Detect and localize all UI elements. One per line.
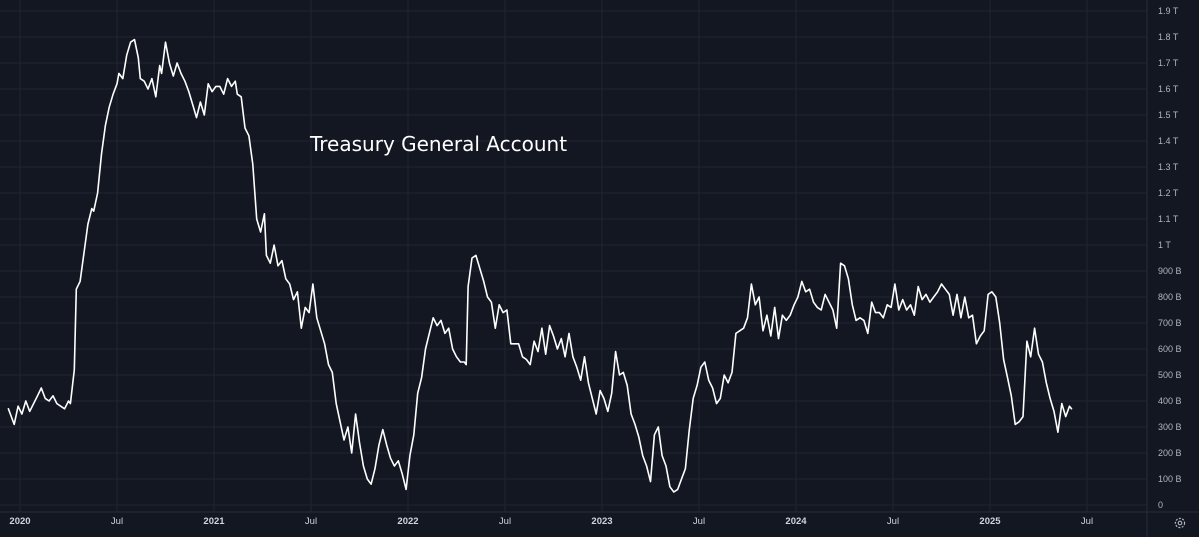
y-tick-label: 900 B bbox=[1158, 266, 1182, 276]
y-tick-label: 1.2 T bbox=[1158, 188, 1179, 198]
y-tick-label: 700 B bbox=[1158, 318, 1182, 328]
x-tick-label: 2020 bbox=[9, 516, 30, 527]
y-axis[interactable]: 0 100 B 200 B 300 B 400 B 500 B 600 B 700 B 800 … bbox=[1158, 6, 1182, 510]
y-tick-label: 1.7 T bbox=[1158, 58, 1179, 68]
x-tick-label: 2025 bbox=[979, 516, 1001, 527]
gear-icon[interactable] bbox=[1173, 516, 1187, 530]
x-tick-label: Jul bbox=[887, 516, 899, 527]
x-tick-label: 2022 bbox=[397, 516, 418, 527]
series-line bbox=[7, 38, 1073, 493]
x-axis[interactable]: 2020 Jul 2021 Jul 2022 Jul 2023 Jul 2024 Jul 2025 J… bbox=[9, 516, 1093, 527]
y-tick-label: 300 B bbox=[1158, 422, 1182, 432]
y-tick-label: 100 B bbox=[1158, 474, 1182, 484]
y-tick-label: 1.4 T bbox=[1158, 136, 1179, 146]
y-tick-label: 200 B bbox=[1158, 448, 1182, 458]
x-tick-label: Jul bbox=[111, 516, 123, 527]
y-tick-label: 800 B bbox=[1158, 292, 1182, 302]
x-tick-label: Jul bbox=[499, 516, 511, 527]
y-tick-label: 600 B bbox=[1158, 344, 1182, 354]
y-tick-label: 500 B bbox=[1158, 370, 1182, 380]
y-tick-label: 1 T bbox=[1158, 240, 1171, 250]
y-tick-label: 1.5 T bbox=[1158, 110, 1179, 120]
x-tick-label: 2021 bbox=[203, 516, 225, 527]
chart-title: Treasury General Account bbox=[309, 132, 567, 156]
y-tick-label: 1.8 T bbox=[1158, 32, 1179, 42]
x-tick-label: 2024 bbox=[785, 516, 807, 527]
series-layer bbox=[7, 38, 1073, 493]
y-tick-label: 1.9 T bbox=[1158, 6, 1179, 16]
grid-lines bbox=[0, 0, 1147, 512]
y-tick-label: 1.6 T bbox=[1158, 84, 1179, 94]
x-tick-label: Jul bbox=[305, 516, 317, 527]
y-tick-label: 400 B bbox=[1158, 396, 1182, 406]
x-tick-label: 2023 bbox=[591, 516, 612, 527]
y-tick-label: 1.3 T bbox=[1158, 162, 1179, 172]
x-tick-label: Jul bbox=[1081, 516, 1093, 527]
y-tick-label: 0 bbox=[1158, 500, 1163, 510]
y-tick-label: 1.1 T bbox=[1158, 214, 1179, 224]
x-tick-label: Jul bbox=[693, 516, 705, 527]
